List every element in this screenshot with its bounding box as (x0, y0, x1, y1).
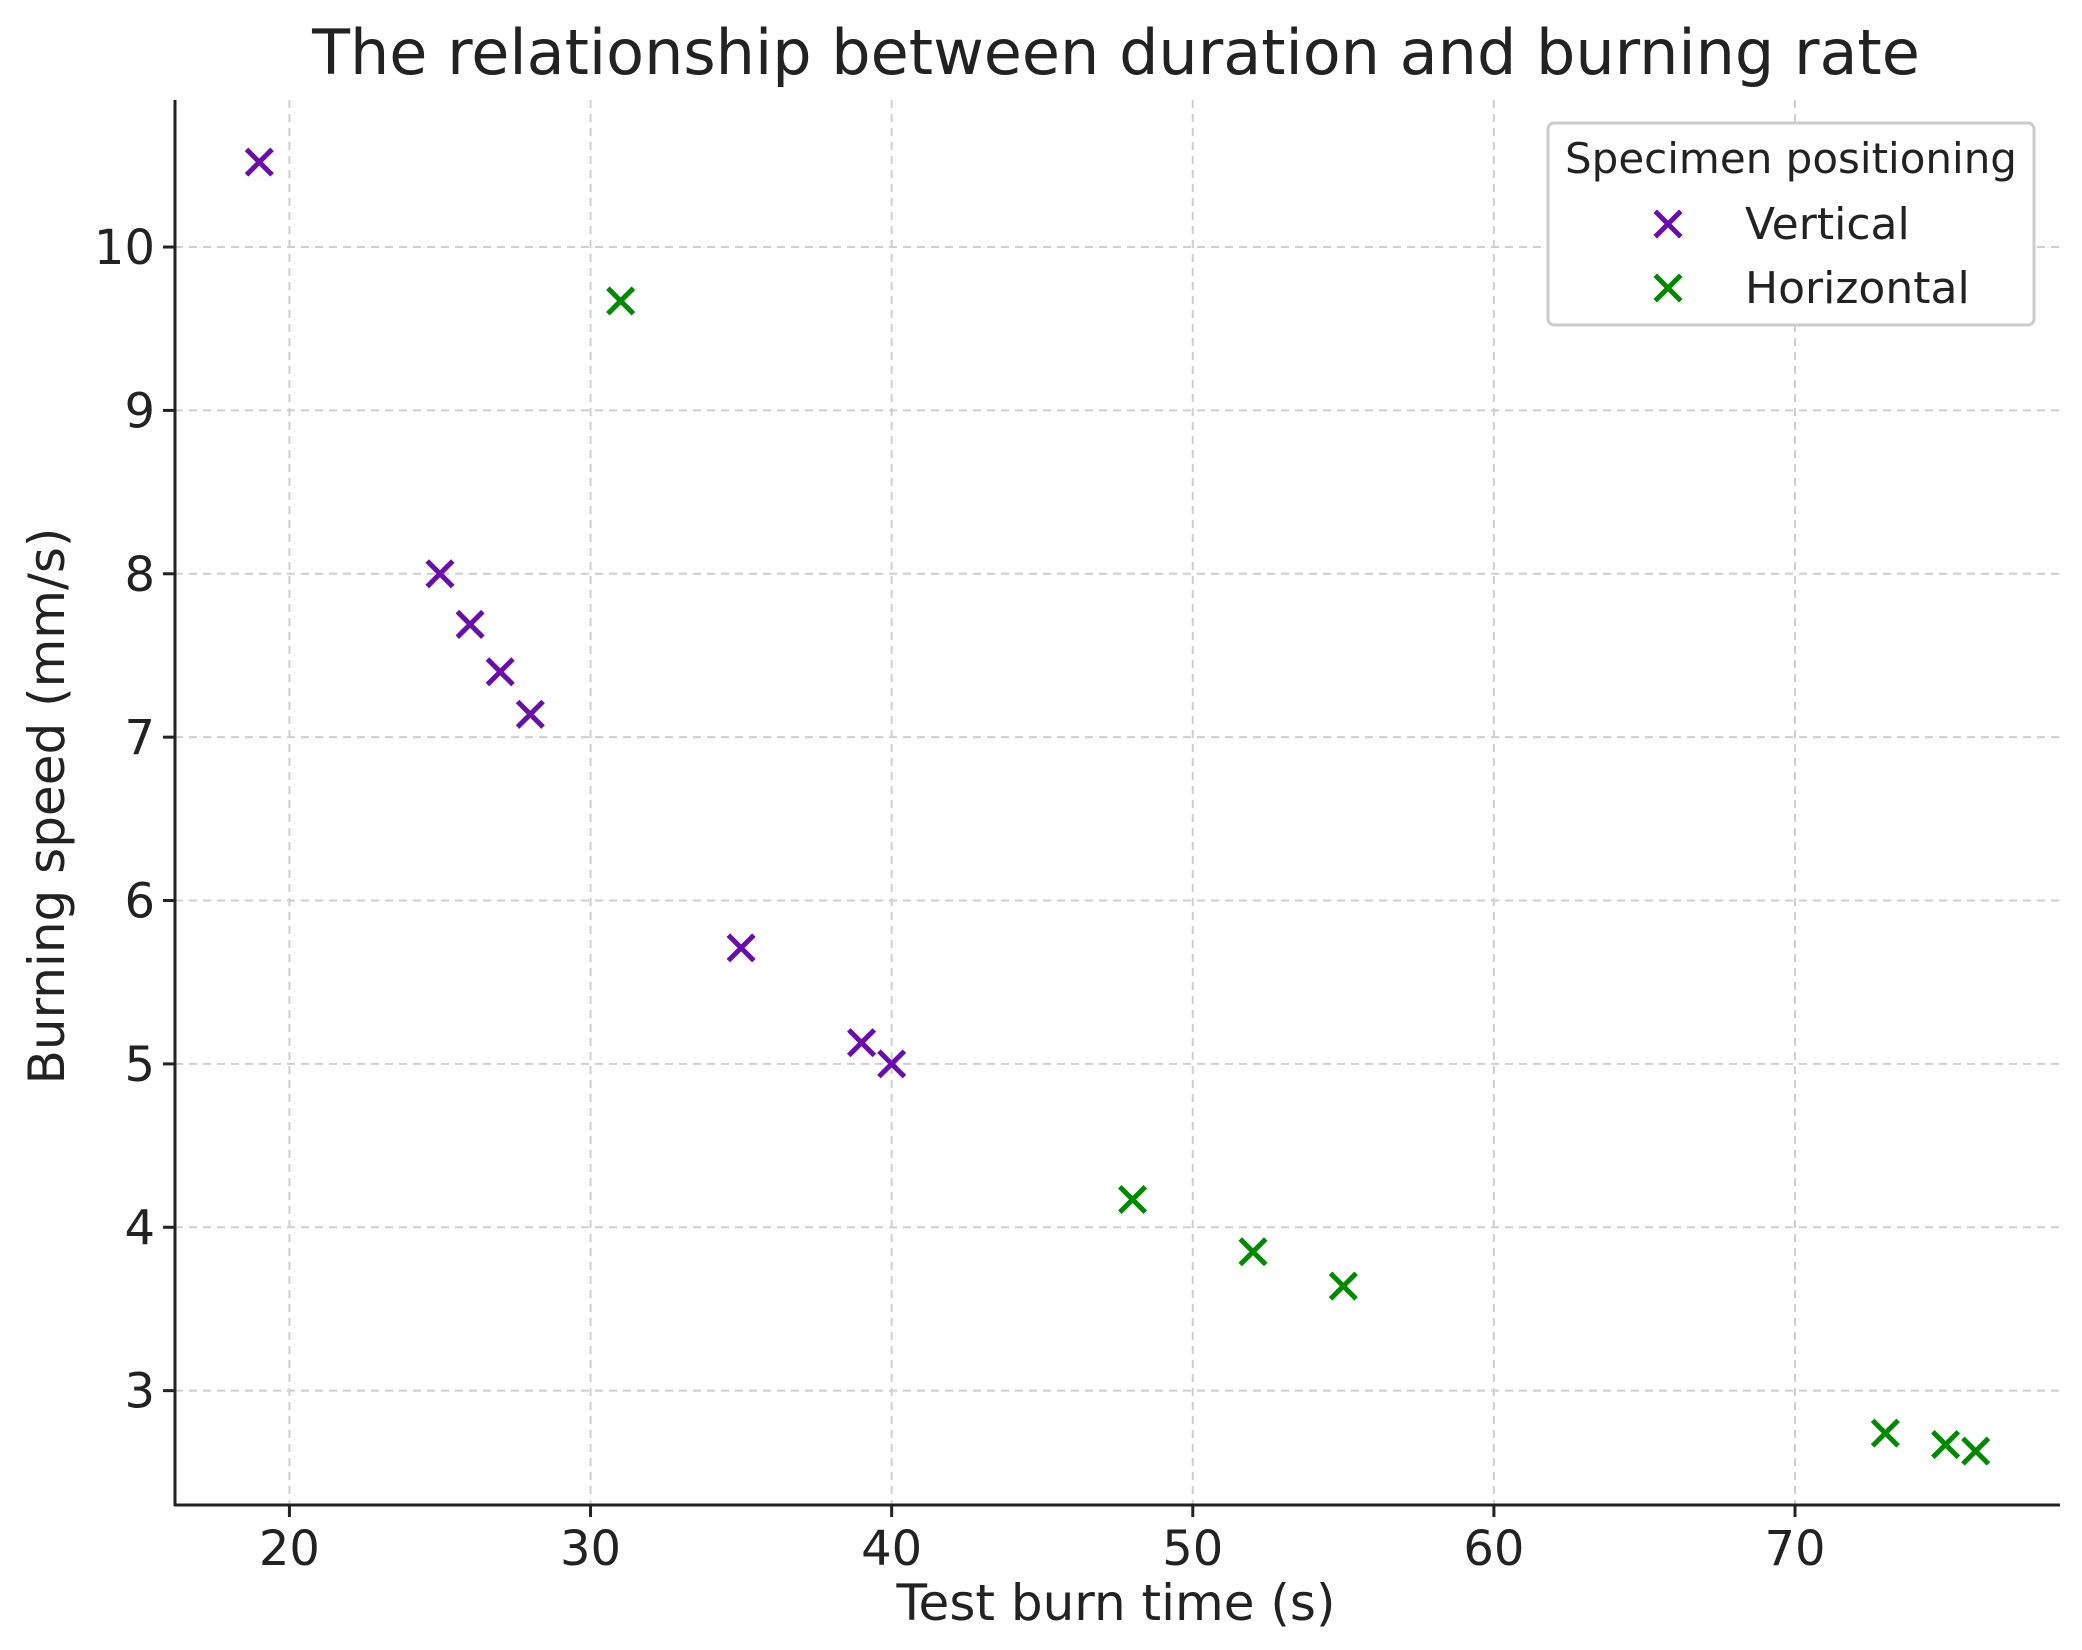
y-axis-label: Burning speed (mm/s) (18, 528, 76, 1085)
y-tick-label: 8 (124, 547, 155, 603)
data-point-vertical (847, 1028, 877, 1058)
y-tick-label: 6 (124, 874, 155, 930)
legend-title: Specimen positioning (1565, 134, 2017, 183)
x-axis-label: Test burn time (s) (896, 1574, 1336, 1632)
y-tick-labels: 3 4 5 6 7 8 9 10 (94, 220, 155, 1420)
y-tick-label: 3 (124, 1364, 155, 1420)
data-point-horizontal (1931, 1430, 1961, 1460)
legend: Specimen positioning Vertical Horizontal (1546, 121, 2036, 327)
data-point-vertical (244, 147, 274, 177)
data-point-horizontal (1238, 1237, 1268, 1267)
x-tick-label: 60 (1463, 1521, 1524, 1577)
y-tick-label: 10 (94, 220, 155, 276)
y-tick-label: 5 (124, 1037, 155, 1093)
x-tick-label: 40 (861, 1521, 922, 1577)
legend-label-horizontal: Horizontal (1745, 263, 1970, 314)
data-point-horizontal (1328, 1271, 1358, 1301)
chart-title: The relationship between duration and bu… (311, 16, 1920, 89)
data-point-vertical (455, 609, 485, 639)
y-tick-label: 9 (124, 383, 155, 439)
data-point-vertical (726, 933, 756, 963)
y-tick-label: 4 (124, 1200, 155, 1256)
data-point-vertical (425, 559, 455, 589)
x-tick-labels: 20 30 40 50 60 70 (259, 1521, 1826, 1577)
axes (163, 100, 2060, 1517)
data-points (244, 147, 1991, 1466)
legend-marker-vertical (1653, 209, 1683, 239)
data-point-vertical (485, 657, 515, 687)
data-point-horizontal (1961, 1436, 1991, 1466)
legend-label-vertical: Vertical (1745, 199, 1910, 250)
x-tick-label: 50 (1162, 1521, 1223, 1577)
data-point-horizontal (1118, 1184, 1148, 1215)
data-point-horizontal (1870, 1418, 1900, 1448)
data-point-horizontal (606, 286, 636, 316)
data-point-vertical (515, 699, 545, 729)
legend-box (1546, 121, 2036, 327)
x-tick-label: 30 (560, 1521, 621, 1577)
y-tick-label: 7 (124, 710, 155, 766)
legend-marker-horizontal (1653, 273, 1683, 303)
x-tick-label: 20 (259, 1521, 320, 1577)
data-point-vertical (877, 1049, 907, 1079)
x-tick-label: 70 (1764, 1521, 1825, 1577)
